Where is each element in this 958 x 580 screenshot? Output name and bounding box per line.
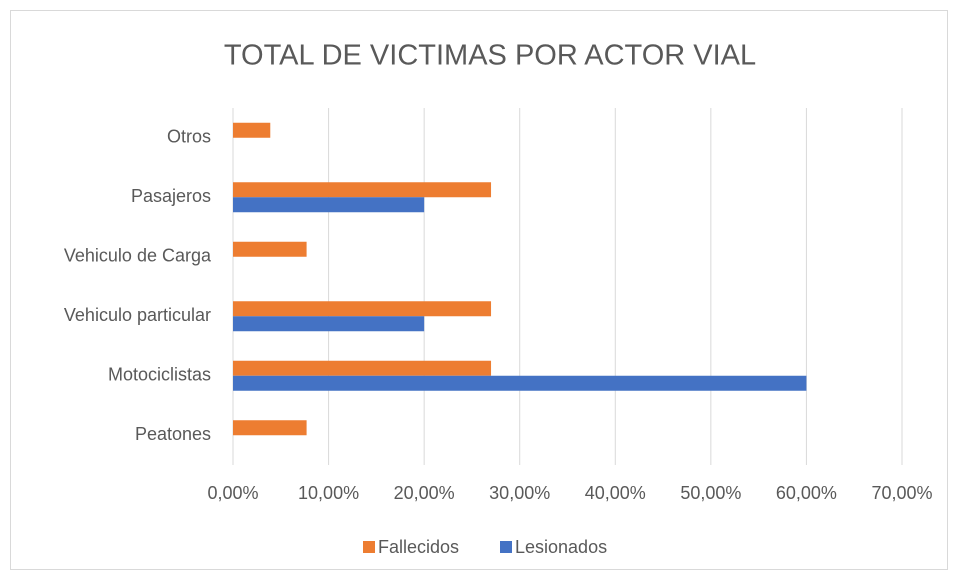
y-tick-label: Otros [167,127,211,147]
y-tick-label: Motociclistas [108,365,211,385]
y-tick-label: Vehiculo de Carga [64,246,212,266]
legend-swatch [363,541,375,553]
x-tick-label: 30,00% [489,483,550,503]
x-tick-label: 70,00% [871,483,932,503]
bar [233,360,492,376]
legend-label: Lesionados [515,537,607,557]
bar [233,420,307,436]
x-tick-label: 10,00% [298,483,359,503]
bar [233,197,425,213]
y-tick-label: Pasajeros [131,186,211,206]
y-tick-label: Vehiculo particular [64,305,211,325]
bar [233,301,492,317]
bar [233,375,807,391]
y-tick-label: Peatones [135,424,211,444]
legend-swatch [500,541,512,553]
bar [233,241,307,257]
bar [233,316,425,332]
x-tick-label: 40,00% [585,483,646,503]
bar [233,122,271,138]
bar [233,182,492,198]
chart-title: TOTAL DE VICTIMAS POR ACTOR VIAL [224,40,756,72]
x-tick-label: 50,00% [680,483,741,503]
chart-border [10,10,948,570]
x-tick-label: 0,00% [207,483,258,503]
x-tick-label: 60,00% [776,483,837,503]
legend-label: Fallecidos [378,537,459,557]
x-tick-label: 20,00% [394,483,455,503]
